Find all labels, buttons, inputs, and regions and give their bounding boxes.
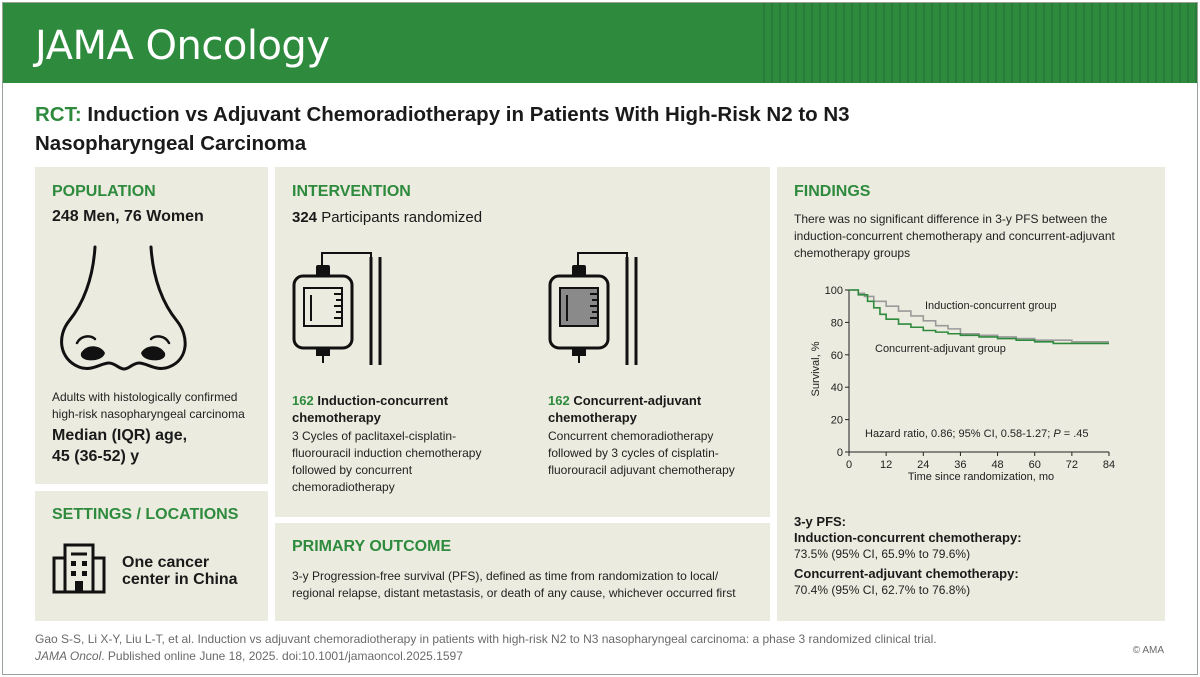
arm2-name-line1: Concurrent-adjuvant — [573, 393, 702, 408]
hazard-ratio-annotation: Hazard ratio, 0.86; 95% CI, 0.58-1.27; P… — [865, 428, 1089, 440]
findings-panel: FINDINGS There was no significant differ… — [777, 167, 1165, 621]
findings-text-2: induction-concurrent chemotherapy and co… — [794, 229, 1115, 243]
x-tick-label: 48 — [991, 459, 1003, 471]
primary-line1: 3-y Progression-free survival (PFS), def… — [292, 569, 719, 583]
population-desc-line2: high-risk nasopharyngeal carcinoma — [52, 407, 245, 421]
chart-axes — [848, 290, 1109, 453]
arm1-name-line2: chemotherapy — [292, 410, 381, 425]
arm1-name-line1: Induction-concurrent — [317, 393, 449, 408]
x-tick-label: 36 — [954, 459, 966, 471]
y-tick-label: 80 — [831, 317, 843, 329]
arm1-desc-4: chemoradiotherapy — [292, 480, 395, 494]
randomized-count-line: 324 Participants randomized — [292, 208, 482, 228]
induction-concurrent-curve — [849, 289, 1109, 343]
primary-line2: regional relapse, distant metastasis, or… — [292, 586, 736, 600]
title-line1: Induction vs Adjuvant Chemoradiotherapy … — [87, 103, 850, 126]
x-tick-label: 60 — [1029, 459, 1041, 471]
arm2-desc-2: followed by 3 cycles of cisplatin- — [548, 446, 719, 460]
y-tick-label: 40 — [831, 382, 843, 394]
x-tick-label: 84 — [1103, 459, 1115, 471]
findings-text-3: chemotherapy groups — [794, 246, 911, 260]
chart-ticks: 0 12 24 36 48 60 72 84 0 20 40 60 80 100 — [825, 285, 1115, 471]
age-label: Median (IQR) age, — [52, 427, 188, 444]
findings-text-1: There was no significant difference in 3… — [794, 212, 1108, 226]
primary-heading: PRIMARY OUTCOME — [292, 538, 452, 555]
group1-label: Induction-concurrent chemotherapy: — [794, 530, 1022, 545]
chart-series — [849, 289, 1109, 345]
header-stripes — [757, 3, 1197, 83]
group2-value: 70.4% (95% CI, 62.7% to 76.8%) — [794, 583, 971, 597]
intervention-panel: INTERVENTION 324 Participants randomized — [275, 167, 770, 517]
settings-panel: SETTINGS / LOCATIONS One cancer center i… — [35, 491, 268, 621]
series-label-concurrent: Concurrent-adjuvant group — [875, 343, 1006, 355]
concurrent-adjuvant-curve — [849, 289, 1109, 345]
page-title: RCT: Induction vs Adjuvant Chemoradiothe… — [35, 100, 1165, 158]
y-tick-label: 20 — [831, 415, 843, 427]
title-prefix: RCT: — [35, 103, 82, 126]
arm1-title-line1: 162 Induction-concurrent — [292, 392, 448, 409]
group2-label: Concurrent-adjuvant chemotherapy: — [794, 566, 1019, 581]
settings-line1: One cancer — [122, 554, 210, 571]
settings-line2: center in China — [122, 571, 238, 588]
pfs-heading: 3-y PFS: — [794, 514, 847, 529]
arm2-desc-1: Concurrent chemoradiotherapy — [548, 429, 714, 443]
nose-icon — [60, 245, 187, 371]
arm1-n: 162 — [292, 393, 314, 408]
population-desc-line1: Adults with histologically confirmed — [52, 390, 238, 404]
building-icon — [52, 543, 106, 594]
arm2-title-line1: 162 Concurrent-adjuvant — [548, 392, 701, 409]
x-tick-label: 72 — [1066, 459, 1078, 471]
citation-line2-wrap: JAMA Oncol. Published online June 18, 20… — [35, 648, 937, 665]
intervention-heading: INTERVENTION — [292, 183, 411, 200]
arm1-desc-3: followed by concurrent — [292, 463, 413, 477]
arm2-desc-3: fluorouracil adjuvant chemotherapy — [548, 463, 735, 477]
arm1-desc-2: fluorouracil induction chemotherapy — [292, 446, 482, 460]
arm2-n: 162 — [548, 393, 570, 408]
primary-outcome-panel: PRIMARY OUTCOME 3-y Progression-free sur… — [275, 523, 770, 621]
y-tick-label: 60 — [831, 350, 843, 362]
population-heading: POPULATION — [52, 183, 156, 200]
randomized-label: Participants randomized — [321, 209, 483, 226]
y-axis-label: Survival, % — [810, 341, 822, 396]
settings-heading: SETTINGS / LOCATIONS — [52, 506, 239, 523]
series-label-induction: Induction-concurrent group — [925, 300, 1056, 312]
y-tick-label: 100 — [825, 285, 843, 297]
randomized-count: 324 — [292, 209, 318, 226]
x-tick-label: 0 — [846, 459, 852, 471]
x-tick-label: 24 — [917, 459, 929, 471]
hr-text: Hazard ratio, 0.86; 95% CI, 0.58-1.27; — [865, 428, 1053, 440]
km-survival-chart: 0 12 24 36 48 60 72 84 0 20 40 60 80 100 Time since r… — [810, 285, 1115, 483]
x-axis-label: Time since randomization, mo — [908, 471, 1054, 483]
arm1-desc-1: 3 Cycles of paclitaxel-cisplatin- — [292, 429, 457, 443]
citation: Gao S-S, Li X-Y, Liu L-T, et al. Inducti… — [35, 631, 937, 665]
x-tick-label: 12 — [880, 459, 892, 471]
age-value: 45 (36-52) y — [52, 448, 140, 465]
citation-line1: Gao S-S, Li X-Y, Liu L-T, et al. Inducti… — [35, 632, 937, 646]
journal-header: JAMA Oncology — [3, 3, 1197, 83]
hr-tail: = .45 — [1061, 428, 1089, 440]
arm2-name-line2: chemotherapy — [548, 410, 637, 425]
journal-title: JAMA Oncology — [35, 23, 330, 69]
title-line2: Nasopharyngeal Carcinoma — [35, 132, 307, 155]
citation-journal: JAMA Oncol — [35, 649, 102, 663]
y-tick-label: 0 — [837, 447, 843, 459]
iv-bag-filled-icon — [548, 252, 638, 365]
citation-line2: . Published online June 18, 2025. doi:10… — [101, 649, 463, 663]
findings-heading: FINDINGS — [794, 183, 871, 200]
hr-p: P — [1053, 428, 1061, 440]
population-panel: POPULATION 248 Men, 76 Women Adults with… — [35, 167, 268, 484]
iv-bag-icon — [292, 252, 382, 365]
group1-value: 73.5% (95% CI, 65.9% to 79.6%) — [794, 547, 971, 561]
population-summary: 248 Men, 76 Women — [52, 208, 204, 225]
copyright: © AMA — [1132, 645, 1164, 656]
